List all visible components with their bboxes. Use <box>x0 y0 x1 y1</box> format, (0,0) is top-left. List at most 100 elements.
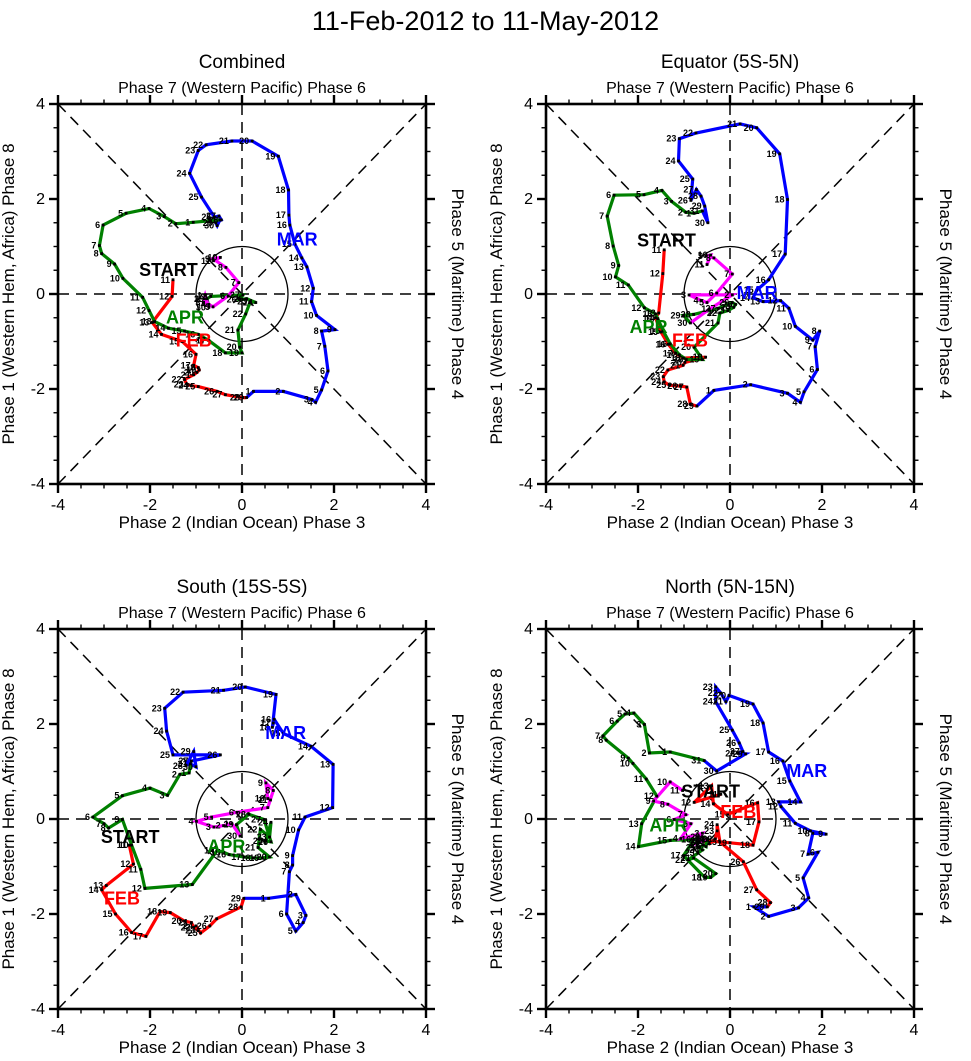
day-marker <box>194 765 198 769</box>
x-tick-label: 2 <box>818 1022 827 1039</box>
day-label-feb: 23 <box>650 372 660 382</box>
day-label-apr: 4 <box>654 185 659 195</box>
day-marker <box>301 921 305 924</box>
label-start: START <box>637 231 696 251</box>
day-label-mar: 20 <box>232 682 242 692</box>
trajectory-mar <box>187 139 340 405</box>
day-label-feb: 18 <box>185 363 195 373</box>
day-marker <box>104 884 108 887</box>
day-marker <box>701 838 705 842</box>
x-tick-label: 0 <box>238 1022 247 1039</box>
day-label-may: 10 <box>207 252 217 262</box>
day-label-apr: 13 <box>142 317 152 327</box>
day-marker <box>689 321 692 325</box>
day-label-mar: 12 <box>768 296 778 306</box>
y-tick-label: 0 <box>524 811 533 828</box>
day-marker <box>235 823 238 827</box>
day-marker <box>662 248 666 252</box>
day-label-apr: 6 <box>606 190 611 200</box>
day-marker <box>130 931 133 934</box>
day-marker <box>171 753 175 757</box>
day-marker <box>162 215 166 218</box>
day-marker <box>643 306 646 310</box>
day-marker <box>147 207 151 210</box>
day-marker <box>192 925 196 929</box>
day-label-may: 5 <box>205 302 210 312</box>
top-phase-label: Phase 7 (Western Pacific) Phase 6 <box>118 80 366 97</box>
day-marker <box>190 883 194 886</box>
day-label-apr: 9 <box>611 261 616 271</box>
day-label-apr: 1 <box>686 208 691 218</box>
day-label-may: 3 <box>694 828 699 838</box>
day-label-mar: 12 <box>300 283 310 293</box>
day-marker <box>681 789 685 792</box>
day-label-apr: 3 <box>636 719 641 729</box>
day-label-apr: 5 <box>636 190 641 200</box>
day-marker <box>713 837 717 841</box>
day-marker <box>240 351 244 355</box>
y-tick-label: 2 <box>36 191 45 208</box>
day-marker <box>700 299 703 303</box>
day-marker <box>252 389 255 393</box>
day-label-apr: 6 <box>85 812 90 822</box>
day-marker <box>203 294 207 297</box>
day-marker <box>333 328 337 332</box>
day-label-mar: 24 <box>665 156 675 166</box>
y-axis-label-left: Phase 1 (Western Hem, Africa) Phase 8 <box>0 143 18 444</box>
day-marker <box>309 744 313 748</box>
day-label-mar: 10 <box>782 321 792 331</box>
day-marker <box>226 294 230 298</box>
day-marker <box>326 369 330 373</box>
day-marker <box>264 839 268 843</box>
day-marker <box>269 820 273 824</box>
day-marker <box>215 917 219 921</box>
top-phase-label: Phase 7 (Western Pacific) Phase 6 <box>606 80 854 97</box>
day-marker <box>712 256 716 260</box>
day-label-apr: 19 <box>229 348 239 358</box>
day-label-mar: 21 <box>727 119 737 129</box>
day-label-may: 6 <box>220 291 225 301</box>
day-label-may: 1 <box>224 819 229 829</box>
day-marker <box>704 355 708 359</box>
day-marker <box>218 753 222 757</box>
day-label-apr: 20 <box>681 342 691 352</box>
day-label-feb: 27 <box>744 885 754 895</box>
day-label-mar: 24 <box>703 697 713 707</box>
day-marker <box>802 390 806 394</box>
day-label-feb: 18 <box>147 907 157 917</box>
day-label-apr: 3 <box>159 790 164 800</box>
y-tick-label: -2 <box>519 906 533 923</box>
day-marker <box>141 295 145 299</box>
day-label-feb: 28 <box>228 902 238 912</box>
day-label-apr: 7 <box>595 731 600 741</box>
day-label-feb: 19 <box>157 908 167 918</box>
day-label-apr: 12 <box>631 303 641 313</box>
day-marker <box>272 717 276 721</box>
axis-ticks <box>49 95 435 493</box>
day-label-feb: 25 <box>185 382 195 392</box>
day-label-apr: 11 <box>634 774 644 784</box>
day-marker <box>730 293 734 297</box>
day-marker <box>710 784 713 788</box>
day-marker <box>222 688 225 692</box>
day-marker <box>139 867 143 871</box>
day-label-mar: 3 <box>779 388 784 398</box>
day-label-apr: 21 <box>681 853 691 863</box>
day-marker <box>692 345 696 349</box>
day-marker <box>654 312 657 316</box>
day-label-feb: 19 <box>693 352 703 362</box>
day-label-feb: 15 <box>102 909 112 919</box>
day-label-apr: 27 <box>230 290 240 300</box>
day-marker <box>237 281 241 284</box>
day-marker <box>167 326 170 330</box>
day-label-apr: 10 <box>620 758 630 768</box>
day-label-apr: 1 <box>185 217 190 227</box>
day-marker <box>311 286 315 290</box>
day-marker <box>98 244 101 247</box>
day-label-mar: 23 <box>152 703 162 713</box>
day-label-mar: 1 <box>245 386 250 396</box>
day-marker <box>130 843 133 847</box>
day-marker <box>769 901 772 904</box>
day-marker <box>196 149 200 152</box>
day-marker <box>724 700 728 704</box>
